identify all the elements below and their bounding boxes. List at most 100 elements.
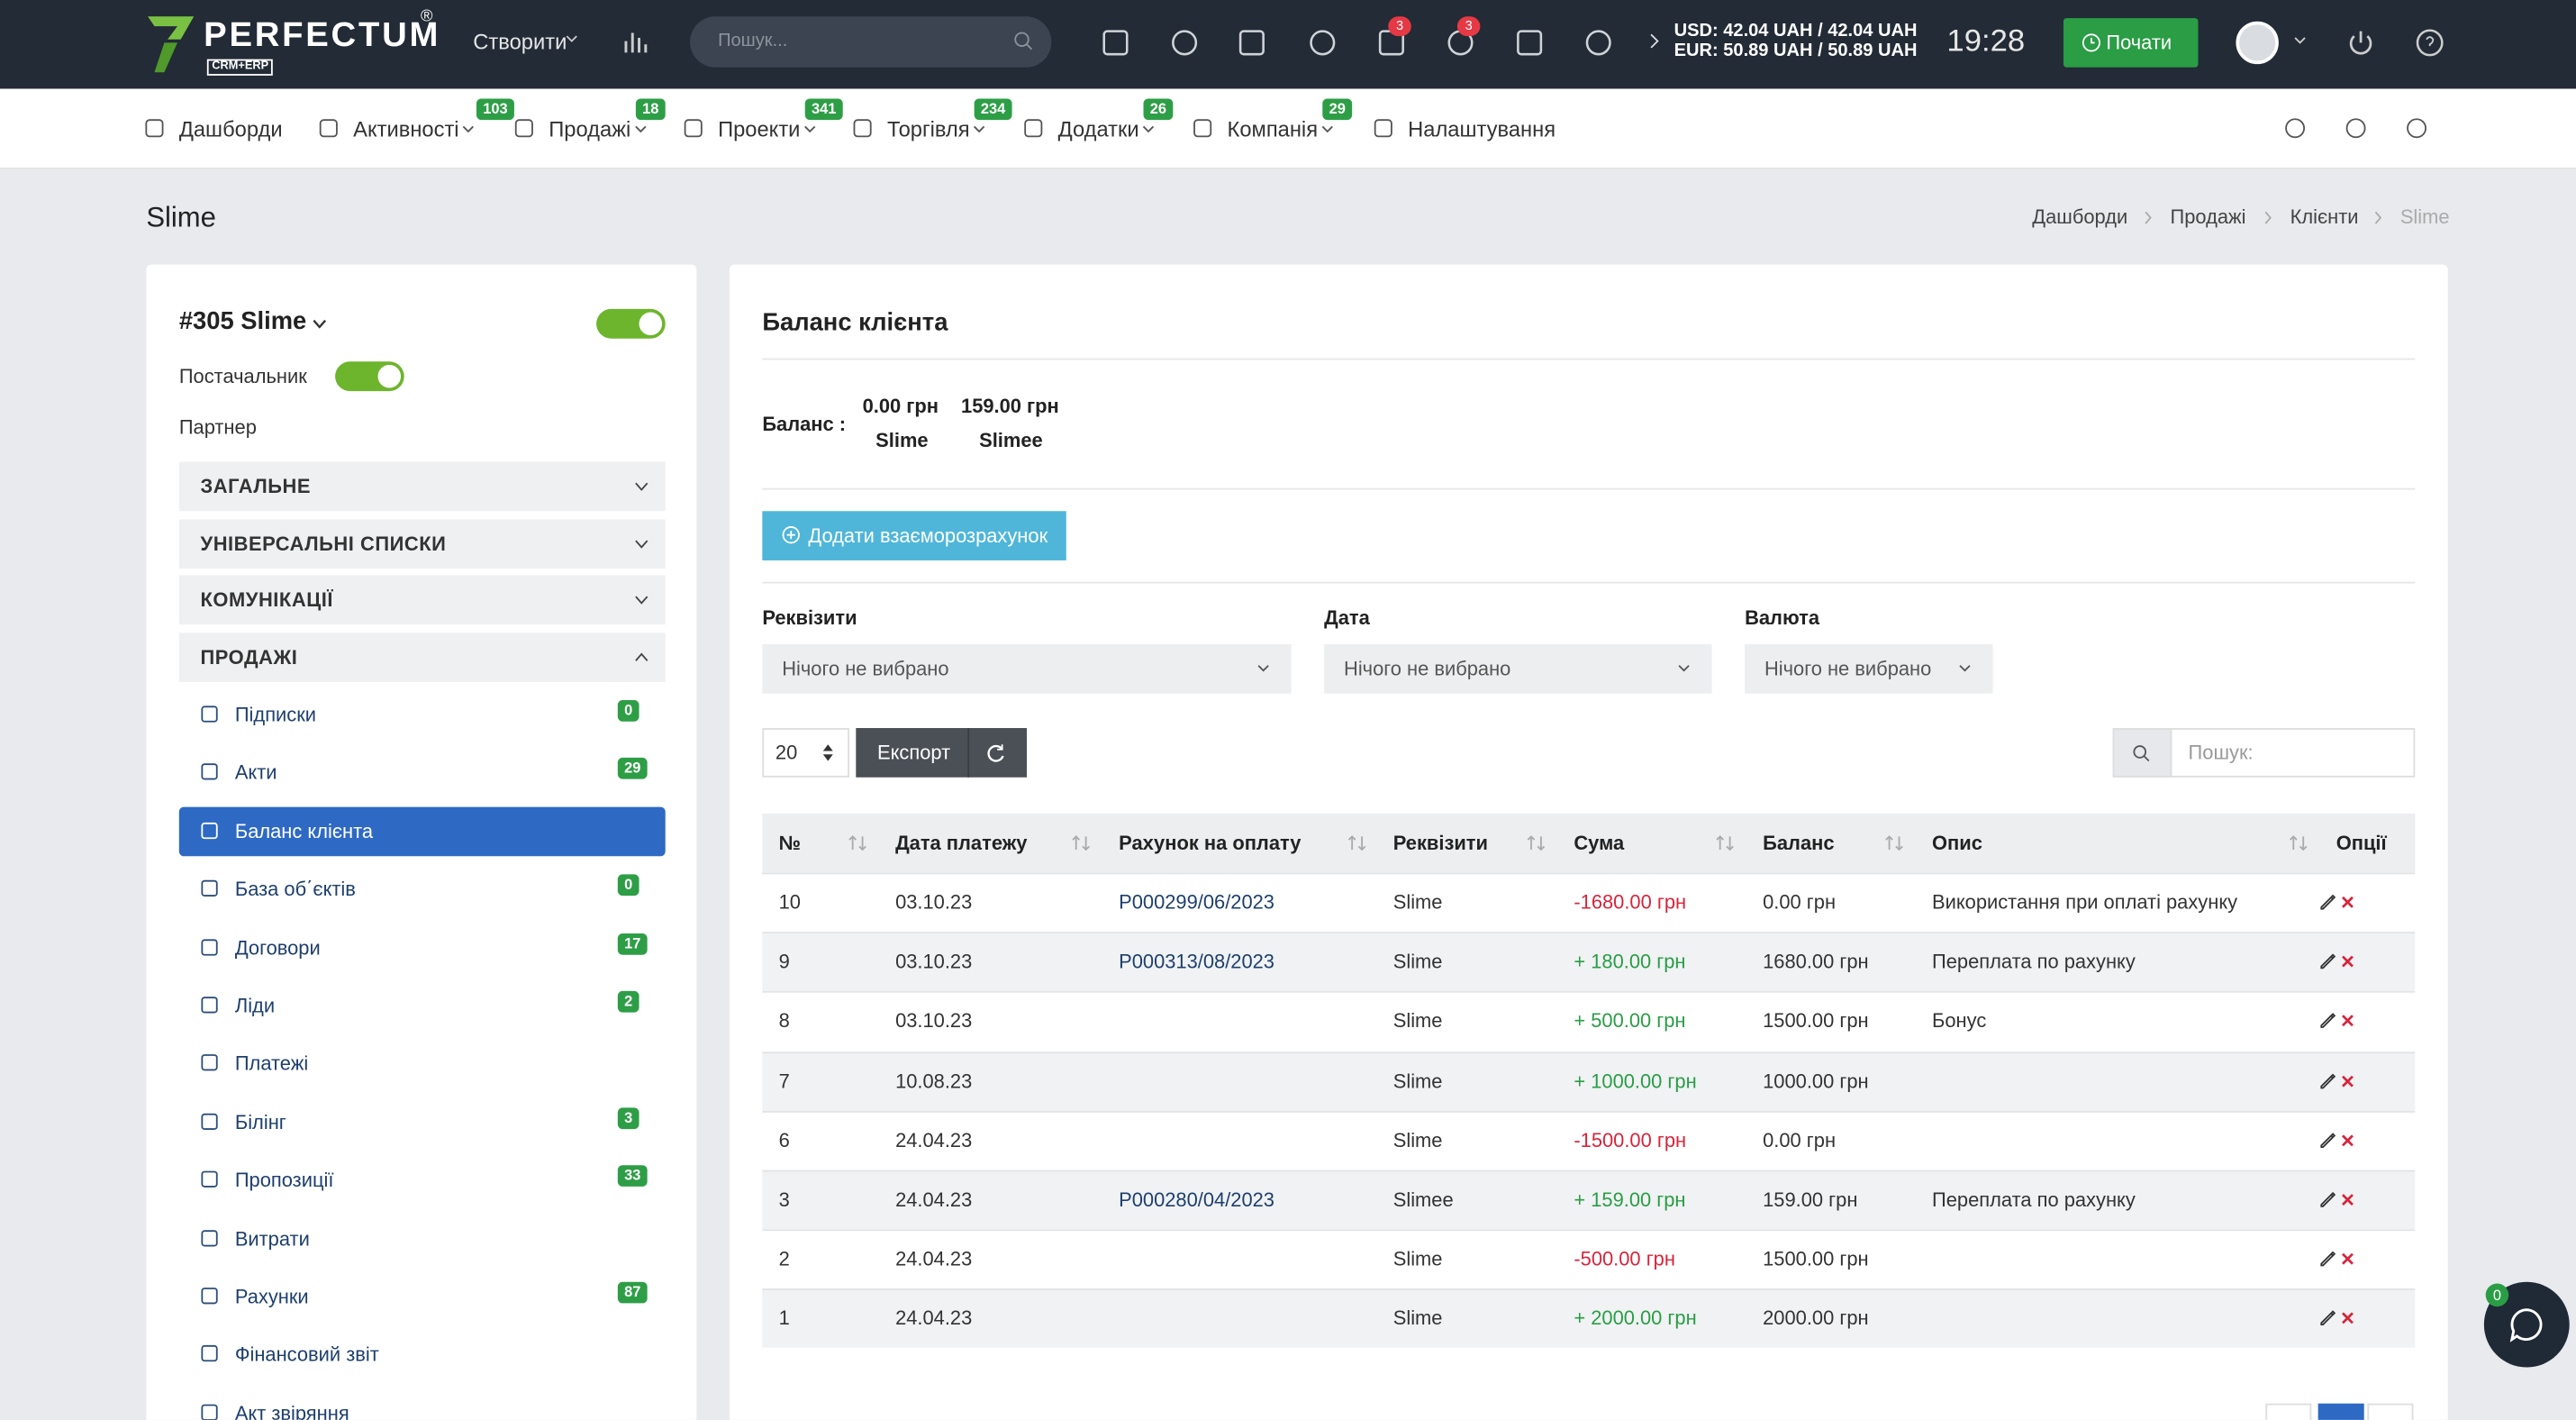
- sidebar-item[interactable]: База об΄єктів: [234, 878, 356, 901]
- delete-icon[interactable]: [2339, 1072, 2355, 1088]
- delete-icon[interactable]: [2339, 1310, 2355, 1326]
- breadcrumb[interactable]: Дашборди: [2032, 205, 2128, 229]
- refresh-icon[interactable]: [985, 742, 1005, 762]
- edit-icon[interactable]: [2318, 1070, 2336, 1088]
- avatar[interactable]: [2236, 21, 2279, 65]
- nav-item[interactable]: Торгівля: [886, 116, 970, 141]
- sidebar-item[interactable]: Договори: [234, 935, 321, 960]
- divider: [762, 581, 2416, 584]
- edit-icon[interactable]: [2318, 1250, 2336, 1268]
- pagination-active[interactable]: [2317, 1403, 2364, 1420]
- sidebar-item[interactable]: Баланс клієнта: [234, 819, 374, 843]
- nav-item[interactable]: Проекти: [718, 116, 801, 141]
- table-cell: 6: [778, 1128, 790, 1152]
- breadcrumb[interactable]: Продажі: [2170, 205, 2246, 229]
- sidebar-item[interactable]: Білінг: [234, 1110, 286, 1134]
- column-header[interactable]: Опції: [2336, 831, 2387, 855]
- section-header[interactable]: УНІВЕРСАЛЬНІ СПИСКИ: [178, 519, 666, 569]
- nav-icon: [514, 119, 533, 138]
- nav-item[interactable]: Активності: [353, 116, 459, 141]
- edit-icon[interactable]: [2318, 892, 2336, 910]
- table-cell[interactable]: P000313/08/2023: [1119, 950, 1274, 974]
- edit-icon[interactable]: [2318, 1131, 2336, 1149]
- badge: 29: [617, 758, 648, 780]
- sidebar-item[interactable]: Платежі: [234, 1052, 309, 1076]
- column-header[interactable]: Баланс: [1763, 831, 1835, 855]
- section-header[interactable]: ЗАГАЛЬНЕ: [178, 461, 666, 512]
- export-button[interactable]: Експорт: [856, 728, 1027, 778]
- pagination-next[interactable]: [2367, 1403, 2414, 1420]
- column-header[interactable]: №: [778, 831, 801, 855]
- page-size[interactable]: 20: [762, 728, 849, 778]
- edit-icon[interactable]: [2318, 951, 2336, 969]
- table-cell: Slime: [1392, 890, 1443, 915]
- client-name[interactable]: #305 Slime: [178, 307, 307, 336]
- add-button[interactable]: Додати взаєморозрахунок: [762, 511, 1066, 560]
- power-icon[interactable]: [2346, 28, 2376, 58]
- header-icon[interactable]: [1515, 28, 1545, 58]
- column-header[interactable]: Дата платежу: [895, 831, 1028, 855]
- nav-item[interactable]: Додатки: [1057, 116, 1139, 141]
- header-icon[interactable]: [1237, 28, 1266, 58]
- sidebar-item[interactable]: Ліди: [234, 994, 276, 1018]
- create-menu[interactable]: Створити: [473, 29, 567, 55]
- start-button[interactable]: Почати: [2063, 18, 2199, 68]
- table-row: [762, 1229, 2416, 1289]
- delete-icon[interactable]: [2339, 1013, 2355, 1029]
- filter-select[interactable]: Нічого не вибрано: [762, 644, 1292, 694]
- header-icon[interactable]: [1308, 28, 1338, 58]
- sidebar-item[interactable]: Акти: [234, 761, 277, 785]
- partner-label: Партнер: [178, 415, 257, 440]
- delete-icon[interactable]: [2339, 894, 2355, 910]
- edit-icon[interactable]: [2318, 1309, 2336, 1327]
- column-header[interactable]: Опис: [1932, 831, 1982, 855]
- nav-tool[interactable]: [2283, 117, 2307, 141]
- table-cell: 0.00 грн: [1763, 1128, 1837, 1152]
- sidebar-item[interactable]: Акт звіряння: [234, 1401, 349, 1420]
- header-icon[interactable]: [1583, 28, 1613, 58]
- edit-icon[interactable]: [2318, 1190, 2336, 1208]
- sidebar-item[interactable]: Фінансовий звіт: [234, 1343, 379, 1367]
- sidebar-item[interactable]: Витрати: [234, 1226, 310, 1251]
- delete-icon[interactable]: [2339, 1132, 2355, 1148]
- search-placeholder: Пошук...: [718, 31, 788, 51]
- column-header[interactable]: Реквізити: [1392, 831, 1488, 855]
- filter-select[interactable]: Нічого не вибрано: [1324, 644, 1712, 694]
- nav-item[interactable]: Налаштування: [1408, 116, 1556, 141]
- table-row: [762, 1051, 2416, 1111]
- section-header[interactable]: КОМУНІКАЦІЇ: [178, 575, 666, 625]
- search-icon: [2133, 745, 2150, 762]
- chat-icon: [2509, 1308, 2543, 1343]
- header-icon[interactable]: [1101, 28, 1130, 58]
- table-cell: 1000.00 грн: [1763, 1069, 1869, 1093]
- nav-item[interactable]: Компанія: [1227, 116, 1319, 141]
- chart-icon[interactable]: [622, 28, 649, 54]
- nav-icon: [145, 119, 164, 138]
- help-icon[interactable]: [2415, 28, 2444, 58]
- section-header[interactable]: ПРОДАЖІ: [178, 633, 666, 682]
- table-cell[interactable]: P000299/06/2023: [1119, 890, 1274, 915]
- sidebar-item[interactable]: Підписки: [234, 703, 317, 727]
- delete-icon[interactable]: [2339, 1191, 2355, 1207]
- breadcrumb[interactable]: Клієнти: [2290, 205, 2359, 229]
- pagination-prev[interactable]: [2265, 1403, 2312, 1420]
- search-input[interactable]: Пошук:: [2170, 728, 2416, 778]
- delete-icon[interactable]: [2339, 1251, 2355, 1267]
- nav-tool[interactable]: [2345, 117, 2368, 141]
- column-header[interactable]: Сума: [1574, 831, 1625, 855]
- item-icon: [201, 1113, 218, 1130]
- column-header[interactable]: Рахунок на оплату: [1119, 831, 1302, 855]
- nav-tool[interactable]: [2405, 117, 2428, 141]
- edit-icon[interactable]: [2318, 1011, 2336, 1029]
- nav-item[interactable]: Продажі: [549, 116, 631, 141]
- sidebar-item[interactable]: Рахунки: [234, 1285, 309, 1308]
- chevron: [635, 482, 649, 491]
- nav-item[interactable]: Дашборди: [178, 116, 283, 141]
- item-icon: [201, 880, 218, 897]
- filter-select[interactable]: Нічого не вибрано: [1745, 644, 1993, 694]
- sidebar-item[interactable]: Пропозиції: [234, 1169, 334, 1192]
- chevron: [635, 540, 649, 549]
- delete-icon[interactable]: [2339, 953, 2355, 969]
- table-cell[interactable]: P000280/04/2023: [1119, 1188, 1274, 1212]
- header-icon[interactable]: [1170, 28, 1200, 58]
